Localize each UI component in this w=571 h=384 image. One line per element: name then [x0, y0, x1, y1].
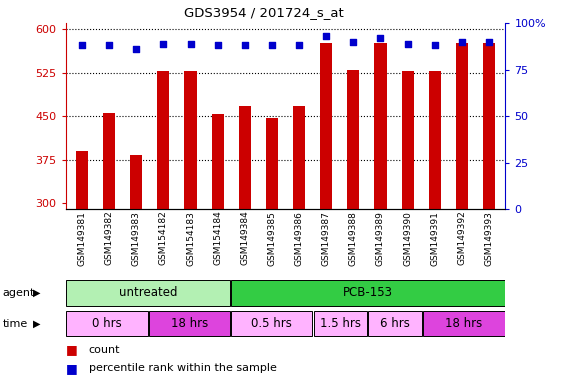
- Text: 0.5 hrs: 0.5 hrs: [251, 317, 292, 330]
- Point: [186, 40, 195, 46]
- Bar: [76, 151, 88, 209]
- Text: agent: agent: [3, 288, 35, 298]
- Point: [267, 42, 276, 48]
- Text: GDS3954 / 201724_s_at: GDS3954 / 201724_s_at: [184, 6, 343, 19]
- Text: ▶: ▶: [33, 288, 41, 298]
- Point: [349, 39, 358, 45]
- Bar: [66, 280, 230, 306]
- Bar: [456, 43, 468, 209]
- Point: [240, 42, 250, 48]
- Bar: [313, 311, 367, 336]
- Point: [321, 33, 331, 39]
- Point: [484, 39, 493, 45]
- Point: [78, 42, 87, 48]
- Point: [430, 42, 439, 48]
- Bar: [266, 118, 278, 209]
- Text: time: time: [3, 318, 28, 329]
- Bar: [293, 106, 305, 209]
- Text: 0 hrs: 0 hrs: [92, 317, 122, 330]
- Point: [159, 40, 168, 46]
- Text: ▶: ▶: [33, 318, 41, 329]
- Bar: [130, 155, 142, 209]
- Point: [295, 42, 304, 48]
- Bar: [424, 311, 505, 336]
- Bar: [401, 71, 414, 209]
- Bar: [157, 71, 170, 209]
- Point: [132, 46, 141, 52]
- Bar: [239, 106, 251, 209]
- Bar: [66, 311, 147, 336]
- Bar: [211, 114, 224, 209]
- Bar: [148, 311, 230, 336]
- Text: 18 hrs: 18 hrs: [171, 317, 208, 330]
- Text: PCB-153: PCB-153: [343, 286, 393, 299]
- Point: [376, 35, 385, 41]
- Point: [403, 40, 412, 46]
- Text: 18 hrs: 18 hrs: [445, 317, 482, 330]
- Bar: [375, 43, 387, 209]
- Bar: [103, 113, 115, 209]
- Bar: [231, 280, 505, 306]
- Text: 1.5 hrs: 1.5 hrs: [320, 317, 361, 330]
- Bar: [368, 311, 423, 336]
- Bar: [347, 70, 360, 209]
- Bar: [429, 71, 441, 209]
- Text: count: count: [89, 345, 120, 355]
- Point: [104, 42, 114, 48]
- Text: ■: ■: [66, 362, 78, 375]
- Text: 6 hrs: 6 hrs: [380, 317, 411, 330]
- Point: [457, 39, 467, 45]
- Text: ■: ■: [66, 343, 78, 356]
- Text: percentile rank within the sample: percentile rank within the sample: [89, 363, 276, 373]
- Bar: [320, 43, 332, 209]
- Bar: [231, 311, 312, 336]
- Point: [213, 42, 222, 48]
- Bar: [184, 71, 196, 209]
- Bar: [483, 43, 495, 209]
- Text: untreated: untreated: [119, 286, 178, 299]
